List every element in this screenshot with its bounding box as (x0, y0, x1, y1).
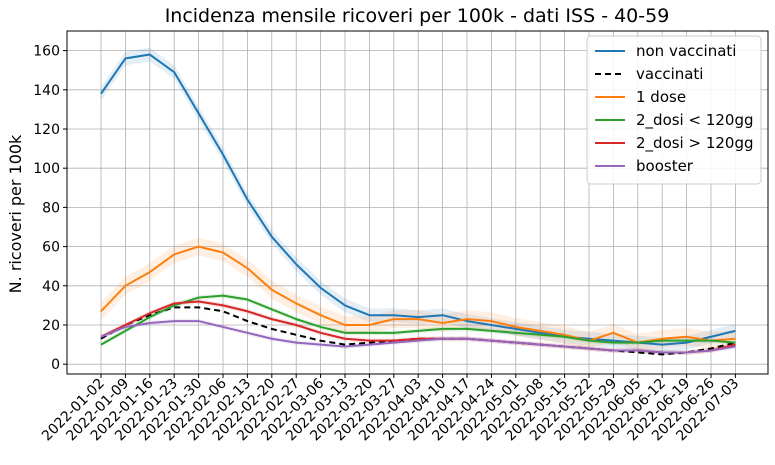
legend-box (586, 35, 762, 185)
plot-frame (66, 30, 769, 375)
chart-title: Incidenza mensile ricoveri per 100k - da… (165, 5, 670, 27)
legend-label: booster (636, 157, 694, 175)
y-tick-label: 0 (51, 357, 60, 373)
legend-label: vaccinati (636, 65, 703, 83)
legend-label: 2_dosi < 120gg (636, 111, 754, 130)
line-booster (100, 320, 736, 354)
y-ticks: 0 20 40 60 80 100 120 140 160 (33, 44, 67, 373)
x-ticks: 2022-01-022022-01-092022-01-162022-01-23… (39, 374, 742, 444)
series-lines (100, 53, 736, 356)
line-1-dose (100, 245, 736, 344)
y-tick-label: 120 (33, 122, 60, 138)
y-tick-label: 80 (42, 200, 60, 216)
band-2-dosi-120gg (101, 293, 736, 347)
legend-label: non vaccinati (636, 42, 736, 60)
y-tick-label: 100 (33, 161, 60, 177)
legend: non vaccinati vaccinati 1 dose 2_dosi < 120… (586, 35, 762, 185)
line-2-dosi-120gg (100, 294, 736, 346)
y-tick-label: 40 (42, 279, 60, 295)
y-tick-label: 60 (42, 240, 60, 256)
y-tick-label: 140 (33, 83, 60, 99)
band-booster (101, 318, 736, 355)
legend-label: 1 dose (636, 88, 686, 106)
band-2-dosi-120gg (101, 299, 736, 355)
y-tick-label: 20 (42, 318, 60, 334)
y-axis-label: N. ricoveri per 100k (6, 134, 25, 293)
line-vaccinati (100, 306, 736, 356)
legend-label: 2_dosi > 120gg (636, 134, 754, 153)
y-tick-label: 160 (33, 44, 60, 60)
